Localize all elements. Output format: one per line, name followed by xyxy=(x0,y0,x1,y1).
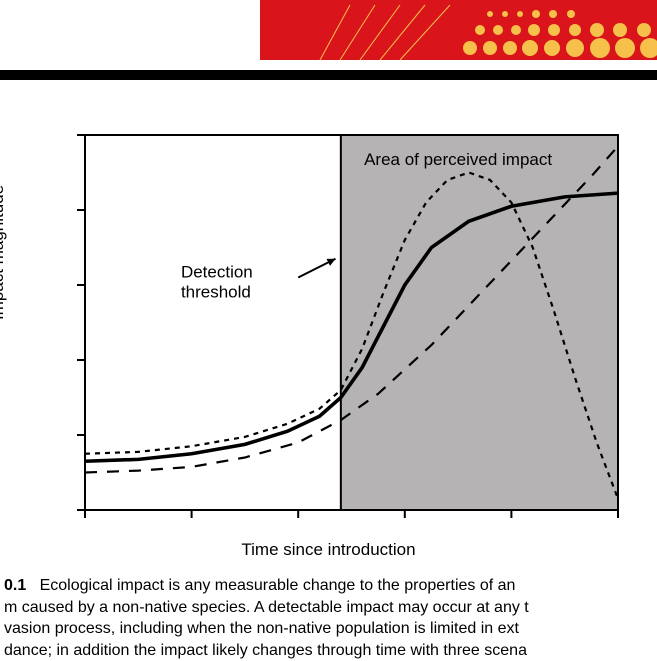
caption-line1: Ecological impact is any measurable chan… xyxy=(40,577,516,594)
perceived-impact-label: Area of perceived impact xyxy=(364,150,552,169)
y-axis-label: Impact magnitude xyxy=(0,185,8,320)
x-axis-label: Time since introduction xyxy=(0,540,657,560)
caption-line2: m caused by a non-native species. A dete… xyxy=(4,599,529,616)
figure-number: 0.1 xyxy=(4,577,26,594)
caption-line4: dance; in addition the impact likely cha… xyxy=(4,642,527,659)
banner-rule xyxy=(0,70,657,80)
perceived-impact-area xyxy=(341,135,618,510)
impact-chart: Area of perceived impact Detectionthresho… xyxy=(30,120,630,540)
banner-graphic xyxy=(0,0,657,80)
detection-label-line2: threshold xyxy=(181,283,251,302)
detection-label-line1: Detection xyxy=(181,263,253,282)
figure-caption: 0.1 Ecological impact is any measurable … xyxy=(0,575,657,661)
caption-line3: vasion process, including when the non-n… xyxy=(4,620,519,637)
